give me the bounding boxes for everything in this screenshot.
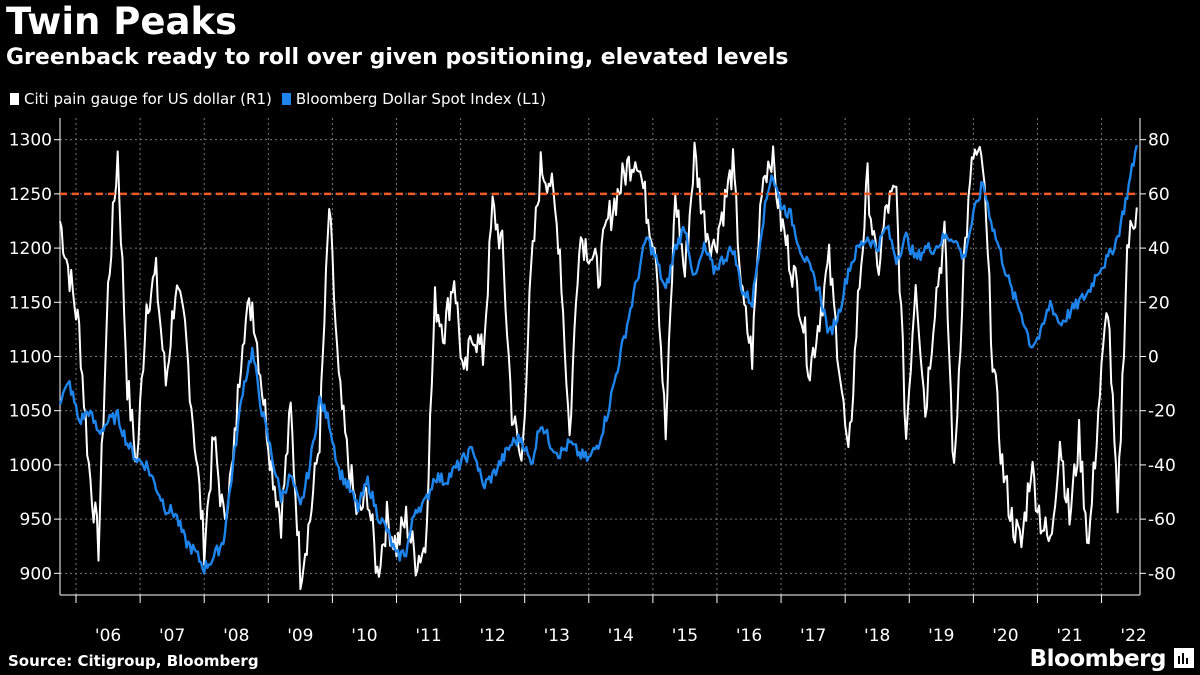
gridlines	[60, 118, 1140, 595]
x-tick-label-'22: '22	[1120, 626, 1146, 646]
y-right-label-60: 60	[1148, 185, 1170, 205]
x-tick-label-'15: '15	[672, 626, 698, 646]
legend-item-pain-gauge: Citi pain gauge for US dollar (R1)	[10, 90, 272, 108]
x-tick-label-'11: '11	[415, 626, 441, 646]
x-tick-label-'06: '06	[95, 626, 121, 646]
legend-label-pain-gauge: Citi pain gauge for US dollar (R1)	[24, 90, 272, 108]
x-tick-label-'20: '20	[992, 626, 1018, 646]
x-tick-label-'08: '08	[223, 626, 249, 646]
legend-item-dollar-index: Bloomberg Dollar Spot Index (L1)	[281, 90, 546, 108]
legend-swatch-blue	[281, 93, 291, 105]
tick-labels: '06 '07 '08 '09 '10 '11 '12 '13 '14 '15 '16 '17 '18 '…	[9, 131, 1176, 646]
series-lines	[58, 141, 1140, 591]
x-tick-label-'18: '18	[864, 626, 890, 646]
y-right-label-80: 80	[1148, 131, 1170, 151]
series-line-dollar-index	[58, 144, 1138, 575]
legend-label-dollar-index: Bloomberg Dollar Spot Index (L1)	[295, 90, 546, 108]
x-tick-label-'14: '14	[608, 626, 634, 646]
brand-logo: Bloomberg	[1029, 646, 1167, 672]
legend-swatch-white	[10, 93, 19, 105]
x-tick-label-'13: '13	[544, 626, 570, 646]
y-left-label-950: 950	[20, 510, 52, 530]
y-left-label-900: 900	[20, 564, 52, 584]
y-left-label-1000: 1000	[9, 456, 52, 476]
bloomberg-terminal-icon	[1174, 648, 1194, 668]
x-tick-label-'10: '10	[351, 626, 377, 646]
x-tick-label-'19: '19	[928, 626, 954, 646]
y-right-label-0: 0	[1148, 348, 1159, 368]
y-right-label-20: 20	[1148, 293, 1170, 313]
page-title: Twin Peaks	[6, 0, 238, 43]
y-right-label--60: -60	[1148, 510, 1176, 530]
y-left-label-1100: 1100	[9, 348, 52, 368]
y-left-label-1150: 1150	[9, 293, 52, 313]
legend: Citi pain gauge for US dollar (R1) Bloom…	[10, 90, 556, 108]
x-tick-label-'17: '17	[800, 626, 826, 646]
x-tick-label-'12: '12	[479, 626, 505, 646]
y-right-label-40: 40	[1148, 239, 1170, 259]
x-tick-label-'07: '07	[159, 626, 185, 646]
x-tick-label-'16: '16	[736, 626, 762, 646]
y-right-label--40: -40	[1148, 456, 1176, 476]
x-tick-label-'09: '09	[287, 626, 313, 646]
y-right-label--20: -20	[1148, 402, 1176, 422]
y-right-label--80: -80	[1148, 564, 1176, 584]
x-tick-label-'21: '21	[1056, 626, 1082, 646]
series-line-pain-gauge	[59, 141, 1138, 591]
y-left-label-1300: 1300	[9, 131, 52, 151]
axes	[54, 118, 1146, 603]
source-note: Source: Citigroup, Bloomberg	[8, 652, 259, 670]
y-left-label-1200: 1200	[9, 239, 52, 259]
y-left-label-1050: 1050	[9, 402, 52, 422]
page-subtitle: Greenback ready to roll over given posit…	[6, 45, 789, 70]
y-left-label-1250: 1250	[9, 185, 52, 205]
